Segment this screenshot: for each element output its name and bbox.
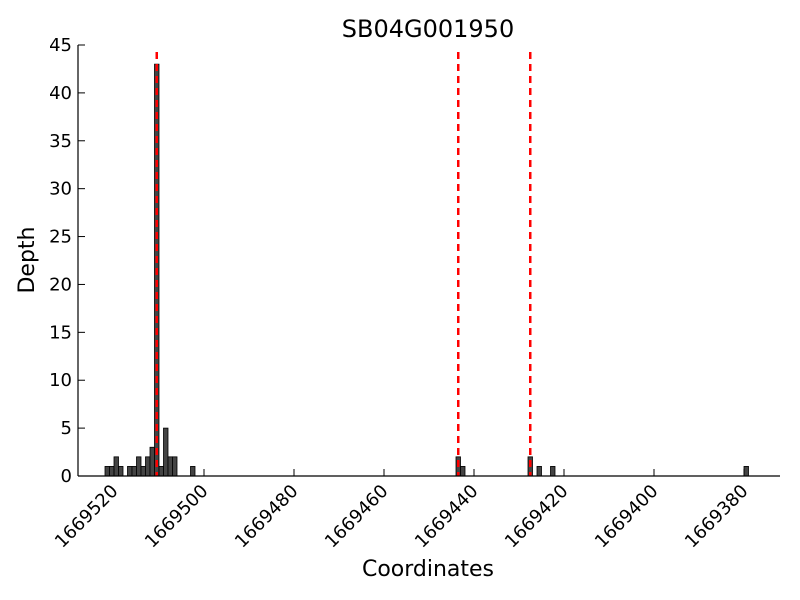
y-tick-label: 20 [49,274,72,295]
bar [109,466,115,477]
bar [163,427,169,477]
x-tick-label: 1669500 [141,481,213,553]
x-tick-label: 1669400 [591,481,663,553]
y-tick-label: 45 [49,35,72,56]
y-tick-label: 5 [61,418,72,439]
x-axis-title: Coordinates [362,557,494,582]
x-tick-label: 1669520 [51,481,123,553]
bar [550,466,556,477]
chart-title: SB04G001950 [342,15,514,43]
bar [149,446,155,477]
y-tick-label: 25 [49,227,72,248]
y-ticks: 0 5 10 15 20 25 30 35 40 45 [49,35,85,487]
x-tick-label: 1669440 [411,481,483,553]
vlines-layer [155,52,532,476]
bar [460,466,466,477]
y-tick-label: 15 [49,322,72,343]
y-tick-label: 0 [61,466,72,487]
x-ticks: 1669520 1669500 1669480 1669460 1669440 16694… [51,469,753,552]
bar [743,466,749,477]
y-axis-title: Depth [15,226,40,293]
y-tick-label: 40 [49,83,72,104]
bar [145,456,151,477]
y-tick-label: 10 [49,370,72,391]
x-tick-label: 1669380 [681,481,753,553]
bar [131,466,137,477]
y-tick-label: 35 [49,131,72,152]
bars-layer [104,63,749,477]
bar [158,466,164,477]
x-tick-label: 1669460 [321,481,393,553]
bar [536,466,542,477]
bar [140,466,146,477]
bar [118,466,124,477]
bar [104,466,110,477]
x-tick-label: 1669480 [231,481,303,553]
x-tick-label: 1669420 [501,481,573,553]
bar [136,456,142,477]
bar [113,456,119,477]
bar [190,466,196,477]
axes-layer [77,45,780,477]
y-tick-label: 30 [49,179,72,200]
bar [127,466,133,477]
bar [167,456,173,477]
bar [172,456,178,477]
